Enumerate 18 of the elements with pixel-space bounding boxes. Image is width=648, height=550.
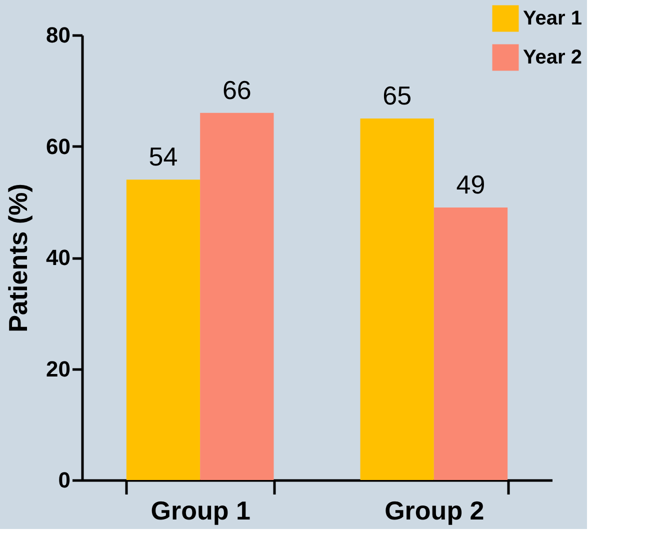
data-label: 49 (456, 169, 486, 200)
y-tick-label: 80 (46, 22, 70, 48)
y-tick-label: 20 (46, 356, 70, 382)
bar (434, 207, 508, 480)
data-label: 54 (148, 142, 178, 172)
legend-label: Year 1 (523, 8, 582, 30)
bar (126, 180, 200, 480)
data-label: 66 (222, 74, 252, 105)
y-tick-label: 0 (58, 468, 70, 492)
y-tick-label: 40 (46, 245, 70, 270)
y-tick-label: 60 (46, 134, 70, 159)
data-label: 65 (382, 80, 412, 110)
x-tick-label: Group 1 (150, 496, 250, 526)
bar (360, 118, 434, 480)
bar (200, 112, 274, 480)
x-tick-label: Group 2 (384, 496, 484, 526)
y-axis-title: Patients (%) (3, 184, 34, 332)
legend-label: Year 2 (523, 46, 582, 68)
